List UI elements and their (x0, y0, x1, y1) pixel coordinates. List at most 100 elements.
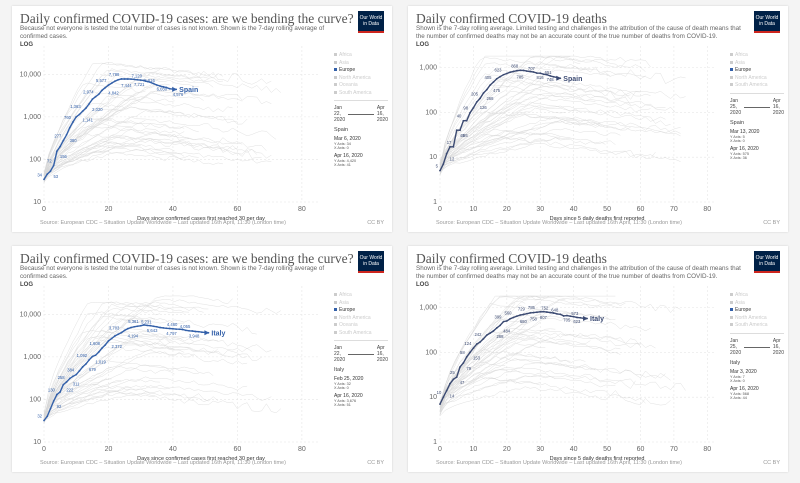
data-point[interactable] (549, 311, 552, 314)
data-point[interactable] (126, 327, 129, 330)
data-point[interactable] (579, 316, 582, 319)
legend-item-south-america[interactable]: South America (334, 330, 388, 338)
data-point[interactable] (201, 331, 203, 334)
data-point[interactable] (505, 72, 508, 75)
data-point[interactable] (525, 70, 528, 73)
legend-item-africa[interactable]: Africa (730, 292, 784, 300)
source-note[interactable]: Source: European CDC – Situation Update … (436, 220, 682, 226)
legend-item-africa[interactable]: Africa (334, 52, 388, 60)
data-point[interactable] (133, 325, 136, 328)
data-point[interactable] (155, 325, 158, 328)
data-point[interactable] (499, 75, 502, 78)
data-point[interactable] (49, 170, 52, 173)
data-point[interactable] (546, 311, 548, 313)
data-point[interactable] (485, 334, 488, 337)
legend-item-europe[interactable]: Europe (730, 67, 784, 75)
data-point[interactable] (572, 315, 575, 318)
legend-item-south-america[interactable]: South America (730, 322, 784, 330)
data-point[interactable] (146, 324, 149, 327)
data-point[interactable] (88, 102, 91, 105)
data-point[interactable] (536, 72, 538, 74)
data-point[interactable] (65, 133, 68, 136)
data-point[interactable] (522, 69, 525, 72)
data-point[interactable] (465, 119, 468, 122)
data-point[interactable] (159, 85, 161, 87)
data-point[interactable] (75, 373, 78, 376)
data-point[interactable] (72, 121, 74, 123)
data-point[interactable] (123, 329, 126, 332)
data-point[interactable] (519, 69, 522, 72)
data-point[interactable] (43, 178, 45, 181)
legend-item-south-america[interactable]: South America (334, 90, 388, 98)
data-point[interactable] (55, 393, 58, 396)
data-point[interactable] (78, 369, 81, 372)
data-point[interactable] (525, 312, 528, 315)
data-point[interactable] (495, 77, 498, 80)
series-line-italy[interactable] (43, 324, 209, 421)
data-point[interactable] (459, 129, 461, 132)
data-point[interactable] (110, 82, 113, 85)
data-point[interactable] (52, 164, 55, 167)
data-point[interactable] (552, 312, 555, 314)
license-link[interactable]: CC BY (367, 220, 384, 226)
data-point[interactable] (107, 340, 110, 342)
data-point[interactable] (110, 337, 113, 340)
series-name-label[interactable]: Spain (179, 87, 198, 94)
data-point[interactable] (552, 75, 555, 78)
data-point[interactable] (509, 317, 512, 320)
data-point[interactable] (479, 97, 481, 100)
data-point[interactable] (452, 145, 455, 148)
data-point[interactable] (515, 69, 518, 72)
legend-item-europe[interactable]: Europe (730, 307, 784, 315)
data-point[interactable] (439, 169, 441, 172)
data-point[interactable] (126, 78, 129, 80)
data-point[interactable] (445, 389, 448, 392)
data-point[interactable] (529, 311, 532, 314)
data-point[interactable] (85, 107, 87, 110)
license-link[interactable]: CC BY (763, 460, 780, 466)
data-point[interactable] (120, 78, 123, 80)
data-point[interactable] (556, 312, 558, 315)
legend-item-africa[interactable]: Africa (730, 52, 784, 60)
data-point[interactable] (59, 145, 62, 148)
data-point[interactable] (101, 347, 103, 349)
scale-toggle-log[interactable]: LOG (20, 42, 33, 48)
data-point[interactable] (542, 310, 545, 313)
data-point[interactable] (455, 129, 458, 132)
data-point[interactable] (168, 327, 171, 330)
data-point[interactable] (68, 377, 71, 380)
owid-logo[interactable]: Our World in Data (754, 251, 780, 273)
data-point[interactable] (152, 82, 155, 85)
legend-item-asia[interactable]: Asia (334, 60, 388, 68)
data-point[interactable] (445, 152, 448, 155)
data-point[interactable] (130, 78, 132, 80)
data-point[interactable] (97, 93, 100, 96)
data-point[interactable] (465, 356, 468, 358)
data-point[interactable] (46, 173, 49, 176)
legend-item-asia[interactable]: Asia (730, 60, 784, 68)
data-point[interactable] (519, 314, 522, 316)
data-point[interactable] (459, 366, 461, 368)
time-range-slider[interactable]: Jan 22, 2020 Apr 16, 2020 (334, 105, 388, 123)
data-point[interactable] (168, 87, 171, 90)
range-track[interactable] (345, 105, 377, 123)
data-point[interactable] (136, 78, 139, 81)
scale-toggle-log[interactable]: LOG (20, 282, 33, 288)
data-point[interactable] (482, 337, 485, 340)
data-point[interactable] (104, 86, 107, 89)
scale-toggle-log[interactable]: LOG (416, 282, 429, 288)
data-point[interactable] (191, 330, 194, 332)
owid-logo[interactable]: Our World in Data (358, 251, 384, 273)
data-point[interactable] (49, 407, 52, 410)
data-point[interactable] (117, 333, 120, 336)
data-point[interactable] (492, 81, 495, 83)
license-link[interactable]: CC BY (763, 220, 780, 226)
data-point[interactable] (492, 330, 495, 332)
data-point[interactable] (495, 327, 498, 329)
data-point[interactable] (114, 80, 116, 83)
time-range-slider[interactable]: Jan 25, 2020 Apr 16, 2020 (730, 98, 784, 116)
data-point[interactable] (55, 150, 58, 153)
data-point[interactable] (499, 324, 502, 327)
data-point[interactable] (559, 313, 562, 316)
data-point[interactable] (94, 354, 97, 357)
